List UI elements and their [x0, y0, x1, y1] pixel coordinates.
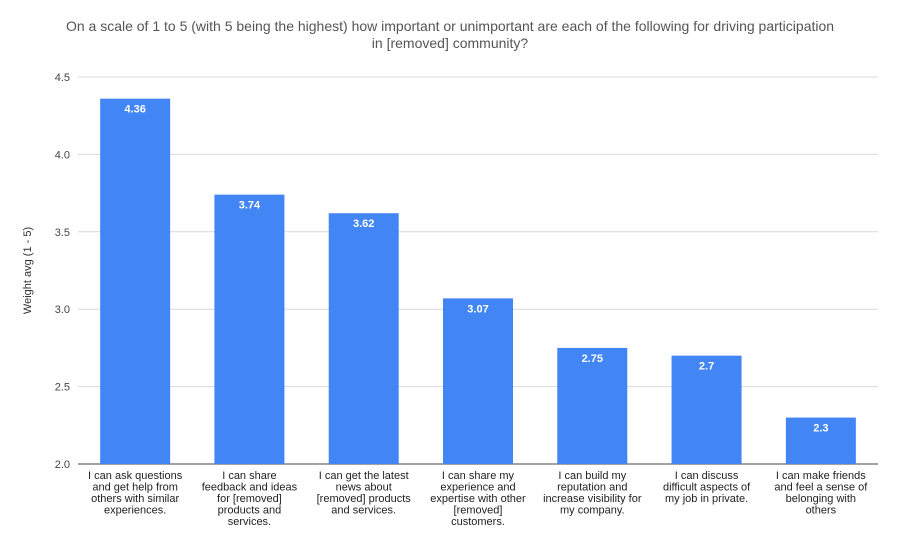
y-tick-label: 4.5 — [55, 72, 70, 84]
x-category-label: I can build my reputation and increase vis… — [543, 470, 642, 517]
bar — [443, 298, 513, 464]
bar — [214, 194, 285, 464]
bar — [785, 417, 856, 464]
data-label: 2.75 — [582, 353, 603, 365]
bar — [557, 347, 628, 464]
chart-title-line-2: in [removed] community? — [371, 35, 529, 51]
y-tick-label: 2.0 — [55, 459, 70, 471]
y-tick-label: 3.5 — [55, 227, 70, 239]
data-label: 2.3 — [813, 423, 828, 435]
x-category-label: I can share my experience and expertise wi… — [430, 470, 526, 528]
bar — [671, 355, 742, 464]
x-category-label: I can share feedback and ideas for [remove… — [202, 470, 298, 528]
data-label: 3.62 — [353, 218, 374, 230]
x-category-label: I can discuss difficult aspects of my job … — [663, 470, 751, 505]
x-category-label: I can ask questions and get help from othe… — [88, 470, 183, 517]
data-label: 3.74 — [239, 200, 261, 212]
bar — [100, 98, 171, 464]
chart-title-line-1: On a scale of 1 to 5 (with 5 being the h… — [65, 18, 835, 34]
x-category-label: I can get the latest news about [removed] … — [317, 470, 412, 517]
data-label: 2.7 — [699, 361, 714, 373]
data-label: 4.36 — [124, 104, 145, 116]
chart-title: On a scale of 1 to 5 (with 5 being the h… — [0, 18, 900, 52]
x-category-label: I can make friends and feel a sense of bel… — [774, 470, 868, 517]
y-axis-label: Weight avg (1 - 5) — [22, 227, 34, 314]
y-tick-label: 4.0 — [55, 149, 70, 161]
y-tick-label: 3.0 — [55, 304, 70, 316]
y-tick-label: 2.5 — [55, 382, 70, 394]
bar — [328, 213, 399, 464]
data-label: 3.07 — [467, 303, 488, 315]
